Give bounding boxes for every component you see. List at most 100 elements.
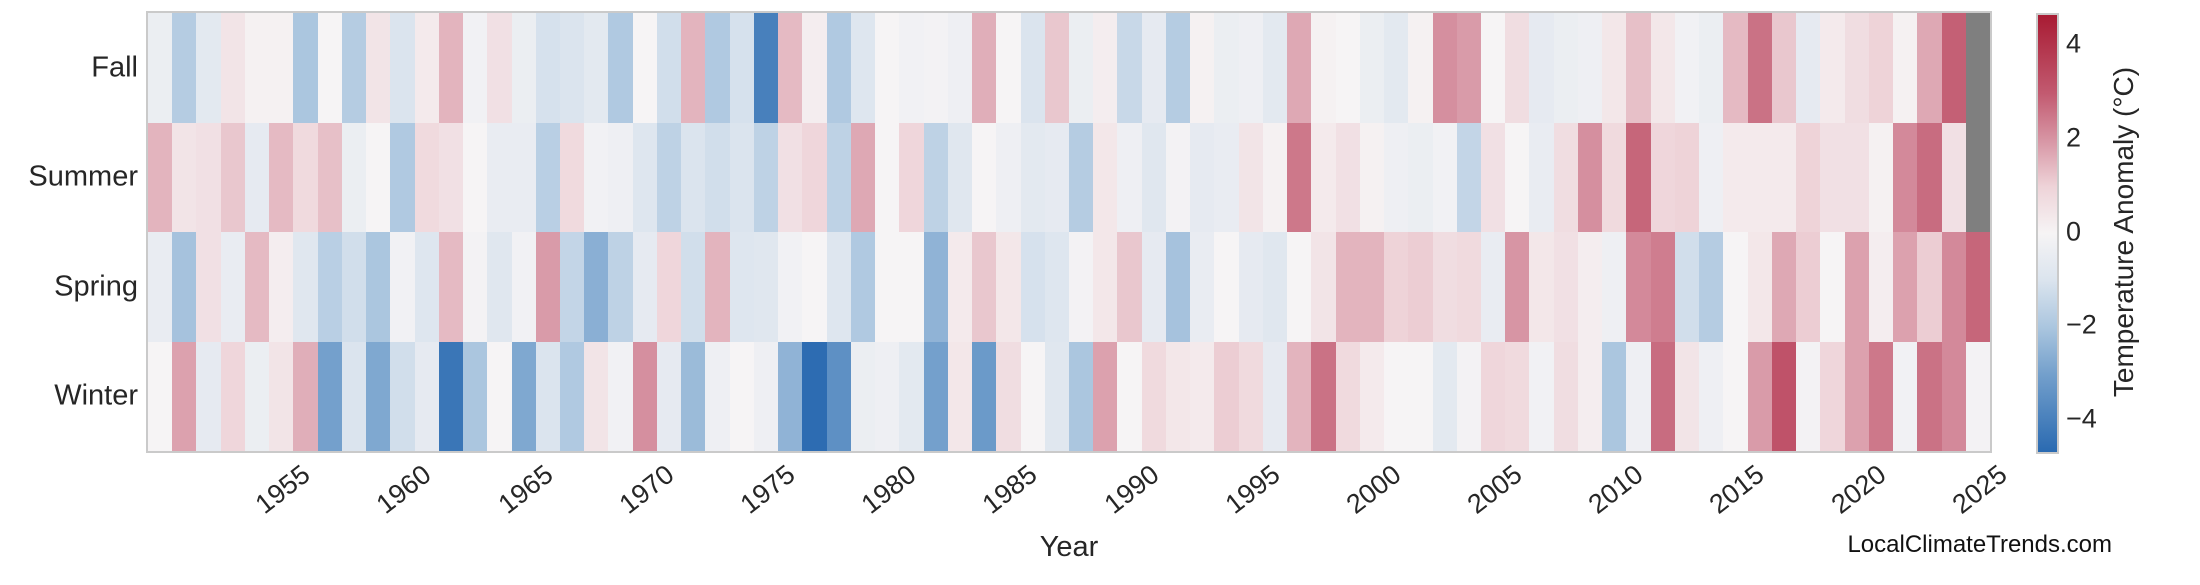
- heatmap-cell: [608, 122, 633, 232]
- heatmap-cell: [1068, 122, 1094, 232]
- heatmap-cell: [511, 341, 536, 451]
- heatmap-cell: [1044, 122, 1069, 232]
- y-axis-label-spring: Spring: [54, 270, 138, 303]
- heatmap-cell: [341, 122, 367, 232]
- heatmap-cell: [729, 122, 754, 232]
- heatmap-cell: [1820, 13, 1845, 123]
- heatmap-cell: [802, 13, 827, 123]
- heatmap-cell: [535, 122, 561, 232]
- heatmap-cell: [1602, 13, 1627, 123]
- heatmap-cell: [1626, 13, 1651, 123]
- heatmap-cell: [511, 122, 536, 232]
- heatmap-cell: [366, 122, 391, 232]
- heatmap-cell: [1844, 232, 1869, 342]
- heatmap-cell: [1311, 13, 1336, 123]
- watermark-text: LocalClimateTrends.com: [1847, 531, 2112, 558]
- heatmap-cell: [923, 122, 948, 232]
- heatmap-cell: [899, 122, 924, 232]
- x-axis-tick-2025: 2025: [1946, 459, 2013, 520]
- heatmap-cell: [1505, 232, 1530, 342]
- heatmap-cell: [535, 341, 561, 451]
- heatmap-cell: [1577, 122, 1603, 232]
- heatmap-cell: [560, 13, 585, 123]
- colorbar-tick: −2: [2066, 309, 2097, 340]
- heatmap-cell: [560, 122, 585, 232]
- x-axis-tick-2015: 2015: [1704, 459, 1770, 520]
- heatmap-cell: [1141, 232, 1166, 342]
- heatmap-cell: [1674, 13, 1700, 123]
- heatmap-cell: [1432, 122, 1457, 232]
- heatmap-cell: [1262, 341, 1288, 451]
- x-axis-tick-2020: 2020: [1825, 459, 1892, 520]
- heatmap-cell: [220, 232, 245, 342]
- heatmap-cell: [1141, 13, 1166, 123]
- heatmap-cell: [584, 232, 609, 342]
- heatmap-cell: [148, 122, 173, 232]
- heatmap-cell: [753, 122, 779, 232]
- heatmap-cell: [1359, 122, 1385, 232]
- heatmap-cell: [317, 232, 342, 342]
- heatmap-cell: [656, 341, 682, 451]
- heatmap-cell: [1359, 341, 1385, 451]
- heatmap-cell: [463, 122, 488, 232]
- heatmap-cell: [608, 232, 633, 342]
- heatmap-cell: [656, 13, 682, 123]
- heatmap-cell: [947, 13, 973, 123]
- heatmap-cell: [1917, 13, 1942, 123]
- heatmap-cell: [269, 122, 294, 232]
- heatmap-cell: [1456, 13, 1482, 123]
- heatmap-cell: [1335, 341, 1360, 451]
- heatmap-cell: [875, 341, 900, 451]
- heatmap-cell: [1626, 341, 1651, 451]
- heatmap-cell: [1893, 232, 1918, 342]
- heatmap-cell: [463, 341, 488, 451]
- heatmap-cell: [438, 13, 464, 123]
- heatmap-cell: [1238, 122, 1263, 232]
- heatmap-cell: [487, 122, 512, 232]
- heatmap-cell: [584, 341, 609, 451]
- heatmap-cell: [438, 341, 464, 451]
- heatmap-cell: [705, 232, 730, 342]
- heatmap-cell: [1553, 341, 1578, 451]
- heatmap-cell: [705, 122, 730, 232]
- heatmap-cell: [656, 122, 682, 232]
- heatmap-cell: [632, 13, 657, 123]
- heatmap-cell: [1190, 232, 1215, 342]
- heatmap-cell: [1650, 122, 1675, 232]
- heatmap-cell: [1505, 341, 1530, 451]
- heatmap-cell: [487, 232, 512, 342]
- heatmap-cell: [293, 122, 318, 232]
- heatmap-cell: [1408, 122, 1433, 232]
- heatmap-cell: [560, 232, 585, 342]
- heatmap-cell: [390, 122, 415, 232]
- heatmap-cell: [996, 13, 1021, 123]
- heatmap-cell: [1965, 13, 1990, 123]
- heatmap-cell: [560, 341, 585, 451]
- heatmap-cell: [947, 122, 973, 232]
- heatmap-cell: [1287, 122, 1312, 232]
- heatmap-cell: [1262, 232, 1288, 342]
- heatmap-cell: [1311, 122, 1336, 232]
- heatmap-cell: [1747, 13, 1772, 123]
- heatmap-cell: [802, 122, 827, 232]
- heatmap-cell: [1820, 341, 1845, 451]
- heatmap-cell: [1481, 341, 1506, 451]
- heatmap-cell: [220, 13, 245, 123]
- heatmap-cell: [1844, 341, 1869, 451]
- heatmap-cell: [778, 13, 803, 123]
- heatmap-cell: [1432, 232, 1457, 342]
- heatmap-cell: [1481, 13, 1506, 123]
- heatmap-cell: [996, 232, 1021, 342]
- heatmap-cell: [172, 13, 197, 123]
- heatmap-cell: [1165, 341, 1191, 451]
- heatmap-cell: [1529, 341, 1554, 451]
- heatmap-cell: [317, 13, 342, 123]
- heatmap-cell: [947, 232, 973, 342]
- heatmap-cell: [1044, 232, 1069, 342]
- heatmap-cell: [1844, 122, 1869, 232]
- heatmap-plot-area: [146, 11, 1992, 453]
- heatmap-cell: [366, 232, 391, 342]
- heatmap-cell: [1214, 232, 1239, 342]
- x-axis-tick-2010: 2010: [1583, 459, 1649, 520]
